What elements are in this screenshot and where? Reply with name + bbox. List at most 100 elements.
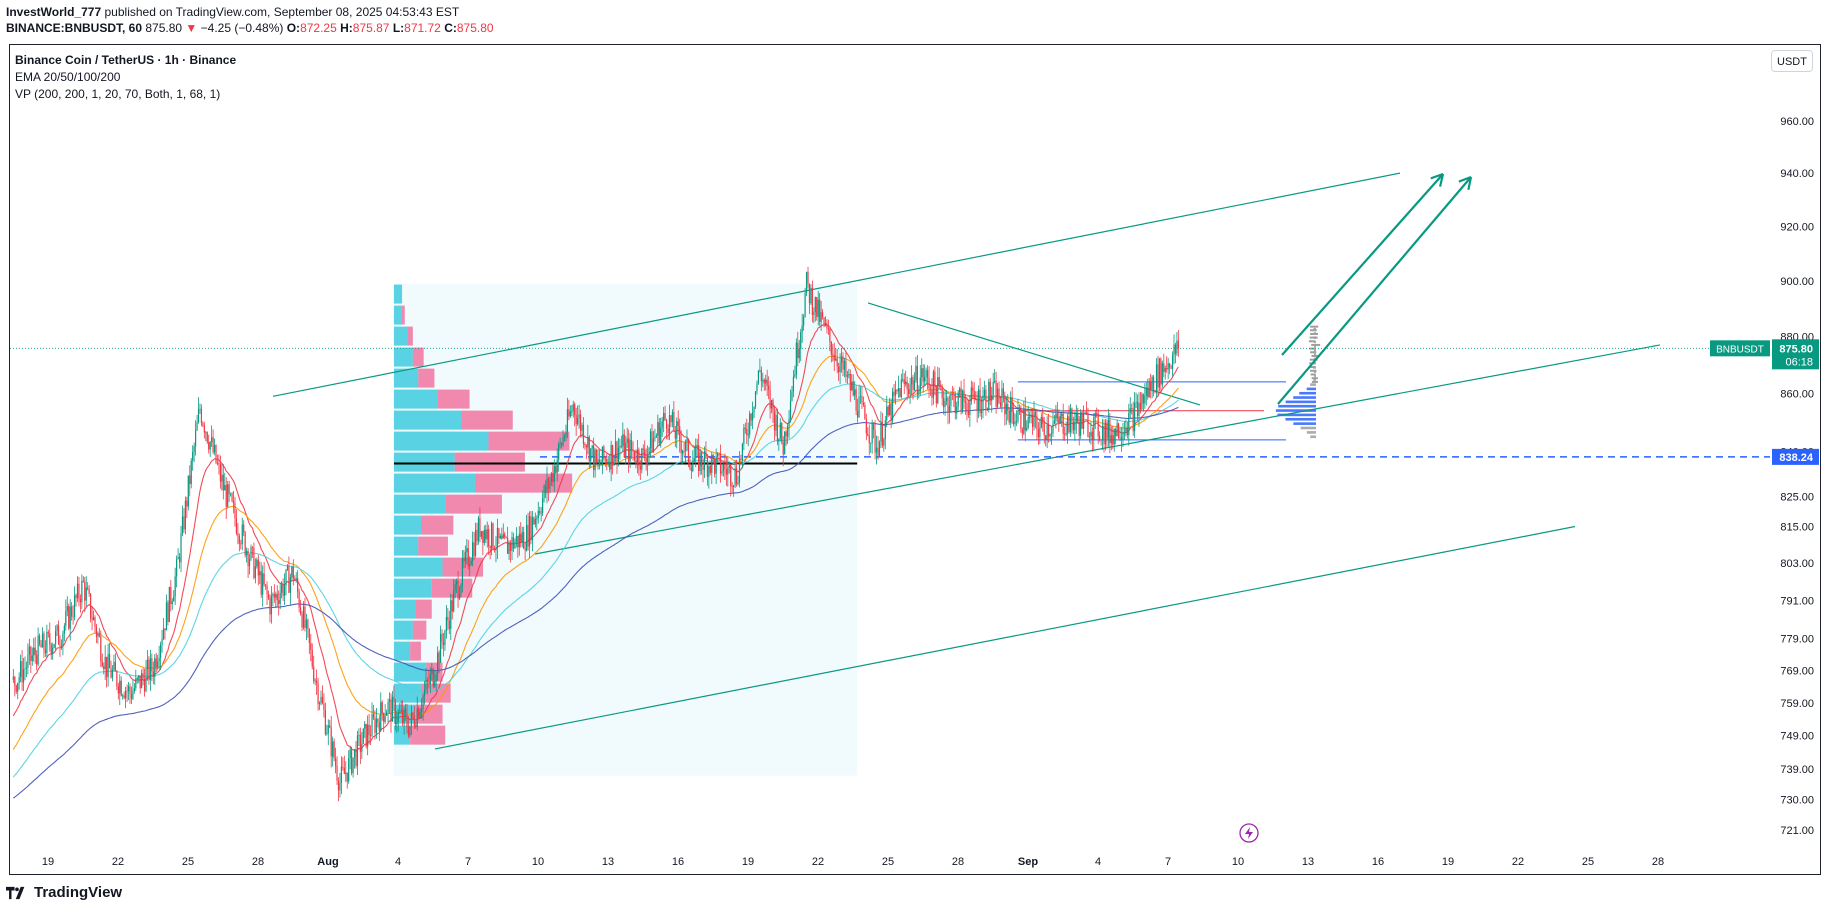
candle-body [813, 312, 814, 315]
candle-body [979, 390, 980, 413]
candle-body [331, 727, 332, 756]
candle-body [1080, 412, 1081, 435]
candle-body [1093, 418, 1094, 440]
candle-body [660, 427, 661, 443]
candle-body [476, 530, 477, 541]
candle-body [116, 671, 117, 686]
ema-legend[interactable]: EMA 20/50/100/200 [15, 69, 236, 86]
candle-body [548, 479, 549, 489]
candle-body [161, 639, 162, 645]
candle-body [567, 409, 568, 431]
candle-body [70, 606, 71, 628]
candle-body [20, 661, 21, 677]
candle-body [650, 432, 651, 448]
candle-body [297, 578, 298, 591]
vp-right-bar [1285, 418, 1316, 421]
candle-body [303, 607, 304, 628]
candle-body [316, 681, 317, 683]
candle-body [382, 702, 383, 713]
candle-body [383, 713, 384, 722]
candle-body [700, 452, 701, 471]
candle-body [240, 544, 241, 545]
candle-body [672, 412, 673, 422]
candle-body [370, 735, 371, 736]
candle-body [927, 370, 928, 378]
y-tick-label: 803.00 [1780, 558, 1814, 570]
candle-body [663, 413, 664, 421]
candle-body [743, 428, 744, 444]
candle-body [199, 409, 200, 410]
candle-body [545, 486, 546, 494]
candle-body [867, 434, 868, 436]
candle-body [630, 440, 631, 462]
candle-body [328, 725, 329, 733]
candle-body [950, 394, 951, 406]
candle-body [997, 389, 998, 407]
series-title[interactable]: Binance Coin / TetherUS · 1h · Binance [15, 52, 236, 69]
candle-body [484, 530, 485, 543]
vp-buy-bar [394, 390, 437, 409]
candle-body [83, 581, 84, 582]
vp-buy-bar [394, 495, 445, 514]
candle-body [819, 300, 820, 322]
candle-body [418, 709, 419, 718]
candle-body [786, 432, 787, 437]
candle-body [832, 355, 833, 356]
candle-body [1047, 425, 1048, 440]
candle-body [508, 542, 509, 553]
candle-body [918, 392, 919, 394]
candle-body [469, 565, 470, 566]
y-tick-label: 730.00 [1780, 794, 1814, 806]
candle-body [201, 409, 202, 423]
vp-right-bar [1286, 401, 1316, 404]
candle-body [632, 451, 633, 452]
candle-body [908, 389, 909, 394]
candle-body [348, 758, 349, 781]
candle-body [443, 642, 444, 645]
candle-body [733, 485, 734, 487]
candle-body [361, 744, 362, 752]
vp-right-bar [1307, 388, 1316, 391]
candle-body [533, 517, 534, 524]
candle-body [339, 783, 340, 790]
vp-right-bar [1310, 337, 1318, 339]
candle-body [848, 374, 849, 375]
candle-body [1006, 404, 1007, 415]
candle-body [599, 459, 600, 464]
candle-body [259, 571, 260, 575]
candle-body [517, 536, 518, 547]
author-name[interactable]: InvestWorld_777 [6, 5, 101, 19]
vp-legend[interactable]: VP (200, 200, 1, 20, 70, Both, 1, 68, 1) [15, 86, 236, 103]
candle-body [1014, 422, 1015, 425]
candle-body [212, 437, 213, 452]
candle-body [921, 368, 922, 377]
candle-body [17, 683, 18, 692]
candle-body [1144, 395, 1145, 403]
candle-body [67, 606, 68, 611]
candle-body [68, 606, 69, 628]
candle-body [888, 407, 889, 416]
tradingview-footer[interactable]: TradingView [6, 884, 122, 901]
candle-body [841, 356, 842, 363]
candle-body [675, 431, 676, 438]
candle-body [748, 434, 749, 435]
candle-body [774, 412, 775, 431]
candle-body [654, 437, 655, 438]
candle-body [253, 548, 254, 578]
candle-body [1086, 412, 1087, 414]
candle-body [498, 528, 499, 538]
candle-body [1087, 414, 1088, 436]
candle-body [615, 441, 616, 458]
candle-body [915, 366, 916, 380]
open-label: O: [287, 21, 300, 35]
candle-body [1170, 367, 1171, 369]
currency-button[interactable]: USDT [1771, 50, 1813, 72]
x-tick-label: 19 [42, 856, 54, 868]
candle-body [32, 656, 33, 661]
vp-buy-bar [394, 642, 410, 661]
candle-body [1176, 341, 1177, 354]
candle-body [255, 566, 256, 578]
candle-body [662, 421, 663, 427]
candle-body [457, 581, 458, 599]
